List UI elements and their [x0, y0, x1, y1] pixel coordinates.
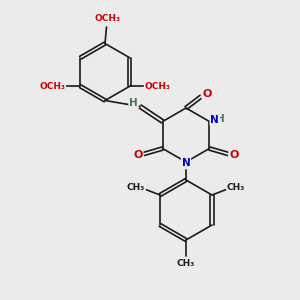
Text: H: H — [216, 113, 225, 124]
Text: N: N — [210, 115, 219, 125]
Text: O: O — [133, 150, 143, 161]
Text: O: O — [202, 88, 212, 99]
Text: H: H — [129, 98, 138, 108]
Text: N: N — [182, 158, 190, 169]
Text: CH₃: CH₃ — [227, 183, 245, 192]
Text: OCH₃: OCH₃ — [39, 82, 65, 91]
Text: O: O — [229, 150, 239, 161]
Text: OCH₃: OCH₃ — [95, 14, 121, 23]
Text: CH₃: CH₃ — [177, 260, 195, 268]
Text: CH₃: CH₃ — [127, 183, 145, 192]
Text: OCH₃: OCH₃ — [145, 82, 171, 91]
